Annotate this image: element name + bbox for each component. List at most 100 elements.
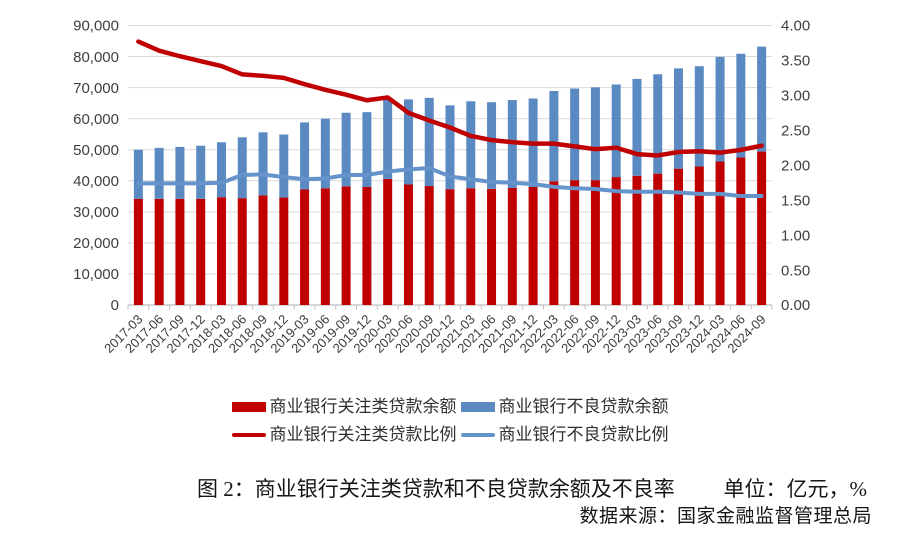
legend: 商业银行关注类贷款余额 商业银行不良贷款余额商业银行关注类贷款比例 商业银行不良贷款…	[0, 396, 900, 445]
y-axis-right-tick-label: 2.50	[781, 123, 810, 140]
y-axis-right-tick-label: 0.00	[781, 297, 810, 314]
bar-special-mention-balance	[279, 197, 289, 305]
legend-item: 商业银行不良贷款余额	[460, 396, 669, 417]
line-special-mention-ratio	[136, 39, 764, 158]
legend-swatch-line-icon	[231, 432, 266, 437]
legend-label: 商业银行关注类贷款比例	[269, 425, 457, 444]
legend-item: 商业银行关注类贷款比例	[231, 424, 457, 445]
bar-special-mention-balance	[424, 186, 434, 305]
bar-npl-balance	[466, 101, 476, 189]
bar-npl-balance	[736, 53, 746, 158]
bar-special-mention-balance	[341, 186, 351, 305]
bar-special-mention-balance	[154, 198, 164, 305]
legend-label: 商业银行不良贷款余额	[498, 397, 669, 416]
bar-npl-balance	[320, 118, 330, 189]
bar-special-mention-balance	[549, 181, 559, 305]
bar-special-mention-balance	[528, 186, 538, 305]
bar-special-mention-balance	[715, 161, 725, 305]
y-axis-right-tick-label: 1.50	[781, 192, 810, 209]
y-axis-right-tick-label: 0.50	[781, 262, 810, 279]
bar-special-mention-balance	[694, 166, 704, 305]
legend-label: 商业银行关注类贷款余额	[269, 397, 457, 416]
bar-npl-balance	[570, 88, 580, 181]
bar-npl-balance	[694, 66, 704, 167]
data-source: 数据来源：国家金融监督管理总局	[579, 506, 872, 527]
bar-npl-balance	[383, 97, 393, 179]
bar-npl-balance	[424, 97, 434, 187]
y-axis-left-tick-label: 90,000	[73, 18, 119, 35]
bar-npl-balance	[216, 142, 226, 198]
bar-npl-balance	[341, 112, 351, 187]
line-npl-ratio	[136, 166, 764, 198]
bar-npl-balance	[611, 84, 621, 178]
y-axis-right-tick-label: 4.00	[781, 18, 810, 35]
bar-special-mention-balance	[362, 186, 372, 305]
y-axis-right-tick-label: 3.00	[781, 88, 810, 105]
bar-npl-balance	[715, 56, 725, 162]
y-axis-left-tick-label: 0	[111, 297, 119, 314]
bar-npl-balance	[757, 46, 767, 152]
bar-special-mention-balance	[487, 188, 497, 305]
legend-swatch-bar-icon	[231, 401, 266, 412]
bar-npl-balance	[175, 146, 185, 199]
bar-special-mention-balance	[507, 187, 517, 305]
bar-npl-balance	[237, 137, 247, 199]
bar-special-mention-balance	[570, 180, 580, 305]
legend-row-2: 商业银行关注类贷款比例 商业银行不良贷款比例	[231, 424, 669, 445]
bar-npl-balance	[300, 122, 310, 190]
y-axis-left-tick-label: 80,000	[73, 49, 119, 66]
bar-npl-balance	[653, 74, 663, 174]
bar-special-mention-balance	[258, 195, 268, 305]
chart-area: 0 10,000 20,000 30,000 40,000 50,000 60,000 70,…	[73, 18, 810, 356]
y-axis-left-tick-label: 40,000	[73, 173, 119, 190]
bar-special-mention-balance	[611, 177, 621, 305]
bar-special-mention-balance	[757, 151, 767, 305]
bar-special-mention-balance	[196, 198, 206, 305]
legend-row-1: 商业银行关注类贷款余额 商业银行不良贷款余额	[231, 396, 669, 417]
bar-special-mention-balance	[403, 184, 413, 305]
y-axis-right-tick-label: 2.00	[781, 157, 810, 174]
bar-special-mention-balance	[632, 175, 642, 305]
bar-npl-balance	[362, 112, 372, 187]
bar-special-mention-balance	[590, 180, 600, 305]
bar-npl-balance	[590, 87, 600, 181]
legend-item: 商业银行不良贷款比例	[460, 424, 669, 445]
bar-special-mention-balance	[300, 189, 310, 305]
bar-npl-balance	[549, 91, 559, 182]
bar-npl-balance	[133, 149, 143, 199]
legend-swatch-bar-icon	[460, 401, 495, 412]
y-axis-left-tick-label: 60,000	[73, 111, 119, 128]
bar-npl-balance	[403, 99, 413, 185]
bar-special-mention-balance	[383, 178, 393, 305]
bar-special-mention-balance	[237, 198, 247, 305]
bar-npl-balance	[154, 147, 164, 199]
figure-caption: 图 2：商业银行关注类贷款和不良贷款余额及不良率	[197, 477, 675, 501]
bar-npl-balance	[674, 68, 684, 169]
bar-special-mention-balance	[736, 157, 746, 305]
bar-npl-balance	[487, 102, 497, 189]
legend-swatch-line-icon	[460, 432, 495, 437]
bar-special-mention-balance	[216, 197, 226, 305]
y-axis-left-tick-label: 50,000	[73, 142, 119, 159]
bar-npl-balance	[445, 105, 455, 190]
legend-item: 商业银行关注类贷款余额	[231, 396, 457, 417]
bar-special-mention-balance	[445, 189, 455, 305]
bar-npl-balance	[279, 134, 289, 198]
bar-npl-balance	[196, 145, 206, 199]
y-axis-left-tick-label: 30,000	[73, 204, 119, 221]
bar-npl-balance	[632, 78, 642, 176]
bar-special-mention-balance	[133, 198, 143, 305]
bar-special-mention-balance	[320, 188, 330, 305]
y-axis-right-tick-label: 3.50	[781, 53, 810, 70]
y-axis-left-tick-label: 70,000	[73, 80, 119, 97]
y-axis-left-tick-label: 20,000	[73, 235, 119, 252]
unit-label: 单位：亿元，%	[723, 477, 868, 501]
bar-special-mention-balance	[674, 168, 684, 305]
bar-special-mention-balance	[466, 188, 476, 305]
legend-label: 商业银行不良贷款比例	[498, 425, 669, 444]
bar-special-mention-balance	[175, 198, 185, 305]
bar-npl-balance	[258, 132, 268, 196]
bar-special-mention-balance	[653, 173, 663, 305]
y-axis-left-tick-label: 10,000	[73, 266, 119, 283]
caption-row: 图 2：商业银行关注类贷款和不良贷款余额及不良率 单位：亿元，%	[0, 473, 900, 503]
